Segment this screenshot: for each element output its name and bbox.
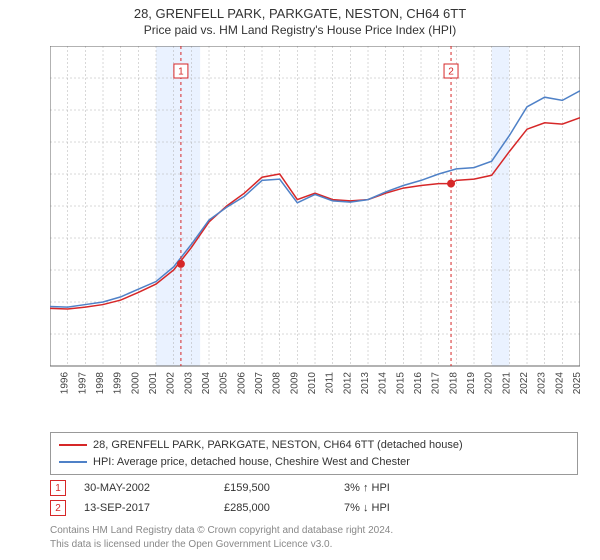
transaction-row: 2 13-SEP-2017£285,0007% ↓ HPI (50, 498, 560, 518)
footnote: Contains HM Land Registry data © Crown c… (50, 524, 570, 551)
transaction-price: £159,500 (224, 482, 344, 494)
transaction-delta: 3% ↑ HPI (344, 482, 560, 494)
chart-subtitle: Price paid vs. HM Land Registry's House … (0, 21, 600, 43)
x-tick-label: 2023 (537, 372, 548, 395)
x-tick-label: 2006 (236, 372, 247, 395)
x-tick-label: 2004 (201, 372, 212, 395)
x-tick-label: 2024 (554, 372, 565, 395)
legend-label: 28, GRENFELL PARK, PARKGATE, NESTON, CH6… (93, 439, 463, 451)
x-tick-label: 2005 (219, 372, 230, 395)
x-tick-label: 2021 (501, 372, 512, 395)
x-tick-label: 1999 (113, 372, 124, 395)
legend: 28, GRENFELL PARK, PARKGATE, NESTON, CH6… (50, 432, 578, 475)
transaction-row: 1 30-MAY-2002£159,5003% ↑ HPI (50, 478, 560, 498)
x-tick-label: 2013 (360, 372, 371, 395)
x-tick-label: 2016 (413, 372, 424, 395)
x-tick-label: 2014 (378, 372, 389, 395)
marker-badge-text: 1 (178, 67, 184, 78)
x-tick-label: 2011 (325, 372, 336, 394)
x-tick-label: 2008 (272, 372, 283, 395)
x-tick-label: 2001 (148, 372, 159, 395)
x-tick-label: 2019 (466, 372, 477, 395)
legend-item: HPI: Average price, detached house, Ches… (59, 454, 569, 471)
x-tick-label: 2003 (183, 372, 194, 395)
transaction-date: 13-SEP-2017 (84, 502, 224, 514)
legend-label: HPI: Average price, detached house, Ches… (93, 456, 410, 468)
x-tick-label: 2018 (448, 372, 459, 395)
footnote-line: This data is licensed under the Open Gov… (50, 538, 570, 552)
legend-swatch (59, 461, 87, 463)
transaction-badge: 1 (50, 480, 66, 496)
transaction-table: 1 30-MAY-2002£159,5003% ↑ HPI 2 13-SEP-2017… (50, 478, 560, 518)
x-tick-label: 2012 (342, 372, 353, 395)
x-tick-label: 2002 (166, 372, 177, 395)
transaction-delta: 7% ↓ HPI (344, 502, 560, 514)
transaction-date: 30-MAY-2002 (84, 482, 224, 494)
footnote-line: Contains HM Land Registry data © Crown c… (50, 524, 570, 538)
price-chart: £0£50K£100K£150K£200K£250K£300K£350K£400… (50, 46, 580, 396)
legend-item: 28, GRENFELL PARK, PARKGATE, NESTON, CH6… (59, 437, 569, 454)
x-tick-label: 2022 (519, 372, 530, 395)
legend-swatch (59, 444, 87, 446)
chart-title: 28, GRENFELL PARK, PARKGATE, NESTON, CH6… (0, 0, 600, 21)
x-tick-label: 2025 (572, 372, 580, 395)
root: 28, GRENFELL PARK, PARKGATE, NESTON, CH6… (0, 0, 600, 560)
x-tick-label: 2007 (254, 372, 265, 395)
x-tick-label: 2015 (395, 372, 406, 395)
transaction-price: £285,000 (224, 502, 344, 514)
x-tick-label: 2020 (484, 372, 495, 395)
x-tick-label: 1997 (77, 372, 88, 395)
x-tick-label: 1998 (95, 372, 106, 395)
x-tick-label: 2010 (307, 372, 318, 395)
x-tick-label: 2000 (130, 372, 141, 395)
transaction-badge: 2 (50, 500, 66, 516)
x-tick-label: 2009 (289, 372, 300, 395)
marker-dot (177, 260, 185, 268)
x-tick-label: 1995 (50, 372, 53, 395)
marker-badge-text: 2 (448, 67, 454, 78)
x-tick-label: 2017 (431, 372, 442, 395)
x-tick-label: 1996 (60, 372, 71, 395)
marker-dot (447, 180, 455, 188)
